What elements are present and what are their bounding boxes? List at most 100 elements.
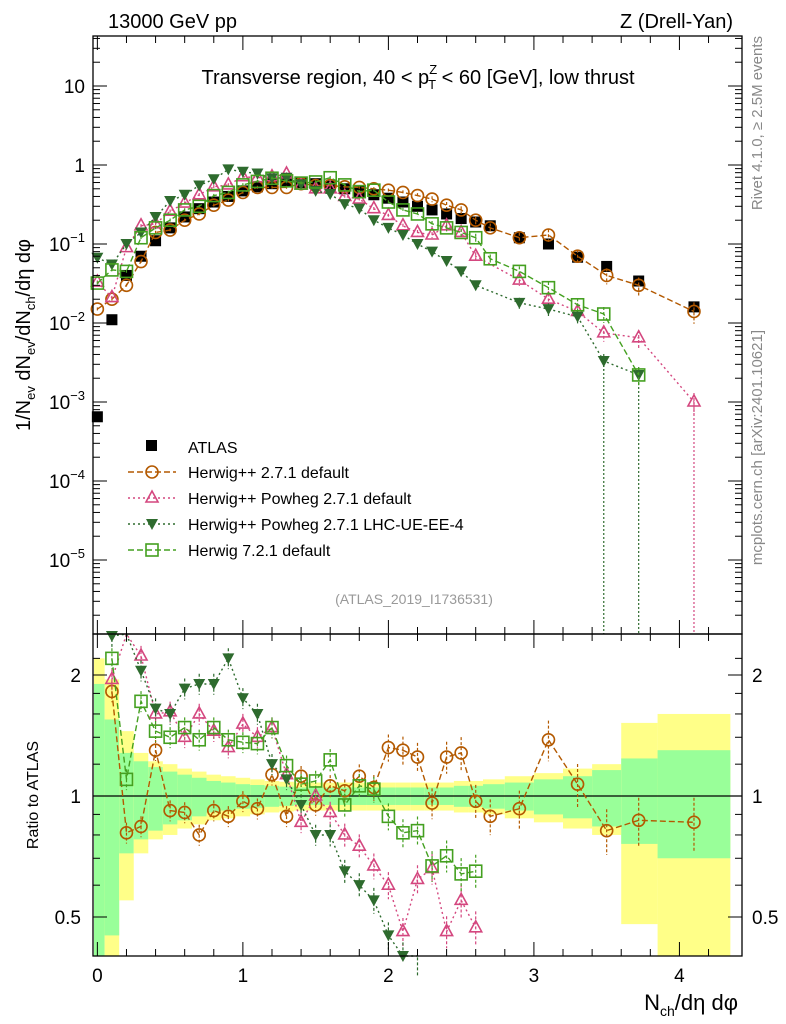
data-point-powheg-def <box>541 290 556 305</box>
data-point-powheg-def <box>206 178 222 192</box>
data-point-powheg-ue <box>265 759 278 771</box>
series-data <box>91 176 700 423</box>
data-point-herwig7 <box>323 170 337 185</box>
data-point-powheg-ue <box>353 203 366 215</box>
data-point-herwig-def <box>279 809 294 824</box>
series-line-herwig7 <box>96 176 640 376</box>
data-point-herwig-def <box>570 249 585 264</box>
plot-title-sup: Z <box>429 62 437 77</box>
data-point-herwig-def <box>410 188 425 203</box>
data-point-powheg-ue <box>251 168 264 180</box>
ratio-band-inner <box>533 779 564 815</box>
data-point-powheg-ue <box>382 222 395 234</box>
ratio-band-inner <box>206 780 222 813</box>
legend-label-herwig7: Herwig 7.2.1 default <box>188 543 331 560</box>
data-point-herwig7 <box>323 753 337 767</box>
data-point-herwig-def <box>323 779 337 793</box>
data-point-herwig-def <box>236 185 250 200</box>
data-point-herwig7 <box>367 183 381 197</box>
data-point-powheg-ue <box>164 708 177 720</box>
data-point-powheg-ue <box>193 678 206 690</box>
data-point-herwig-def <box>119 825 134 840</box>
data-point-powheg-def <box>322 803 338 818</box>
series-herwig7 <box>90 170 646 386</box>
data-point-atlas <box>688 301 700 313</box>
data-point-powheg-ue <box>236 693 249 705</box>
data-point-herwig-def <box>206 198 221 212</box>
main-ytick-label: 10−5 <box>49 546 85 572</box>
data-point-herwig-def <box>337 784 352 798</box>
data-point-powheg-ue <box>469 280 482 292</box>
plot-title: Transverse region, 40 < pZ T < 60 [GeV], … <box>201 62 634 92</box>
data-point-powheg-ue <box>135 227 148 239</box>
data-point-powheg-def <box>381 206 396 221</box>
data-point-herwig7 <box>206 188 221 203</box>
data-point-powheg-ue <box>222 653 235 665</box>
data-point-herwig7 <box>192 732 207 747</box>
ratio-band-inner <box>177 774 192 821</box>
data-point-herwig7 <box>541 280 556 295</box>
series-line-powheg_ue <box>97 168 639 376</box>
series-line-powheg_def <box>96 173 695 403</box>
data-point-atlas <box>150 235 162 247</box>
data-point-herwig-def <box>352 769 367 784</box>
data-point-herwig-def <box>468 794 483 809</box>
data-point-powheg-def <box>133 647 149 661</box>
data-point-atlas <box>412 200 423 212</box>
data-point-powheg-def <box>395 217 411 231</box>
data-point-herwig7 <box>381 809 396 824</box>
data-point-powheg-ue <box>207 174 220 186</box>
data-point-herwig-def <box>294 769 308 784</box>
data-point-powheg-ue <box>338 199 351 211</box>
data-point-powheg-ue <box>105 259 118 271</box>
data-point-herwig-def <box>425 192 439 206</box>
data-point-powheg-ue <box>411 239 424 250</box>
ratio-xtick-label: 4 <box>674 966 685 987</box>
data-point-powheg-def <box>293 813 309 828</box>
plot-title-sub: T <box>428 77 436 92</box>
data-point-herwig7 <box>396 203 410 217</box>
data-point-atlas <box>91 411 103 423</box>
data-point-herwig7 <box>192 199 207 214</box>
data-point-powheg-def <box>191 705 207 719</box>
ratio-ytick-label-right: 1 <box>752 787 763 808</box>
data-point-powheg-def <box>439 922 454 937</box>
data-point-herwig7 <box>468 230 483 245</box>
data-point-herwig7 <box>279 758 294 773</box>
main-ytick-label: 10−1 <box>49 230 85 256</box>
data-point-herwig-def <box>308 798 323 812</box>
analysis-tag: (ATLAS_2019_I1736531) <box>335 591 493 607</box>
data-point-herwig7 <box>308 175 323 189</box>
data-point-herwig-def <box>483 809 498 824</box>
ratio-xtick-label: 2 <box>383 966 394 987</box>
main-panel: 10 1 10−1 10−2 10−3 10−4 10−5 <box>49 35 743 635</box>
data-point-powheg-ue <box>353 880 366 892</box>
series-line-herwig7 <box>111 658 476 875</box>
data-point-powheg-ue <box>178 189 191 201</box>
data-point-powheg-def <box>337 826 353 840</box>
ratio-band-inner <box>592 770 622 827</box>
data-point-powheg-ue <box>324 188 337 200</box>
data-point-herwig7 <box>454 867 468 881</box>
legend: ATLAS Herwig++ 2.7.1 default Herwig++ Po… <box>128 440 464 560</box>
data-point-herwig7 <box>410 823 425 838</box>
data-point-herwig7 <box>177 720 192 735</box>
data-point-powheg-def <box>424 226 440 240</box>
data-point-atlas <box>542 238 554 250</box>
data-point-powheg-def <box>104 288 120 303</box>
series-powheg_ue <box>91 164 645 634</box>
data-point-powheg-ue <box>367 895 380 907</box>
data-point-herwig-def <box>454 203 468 217</box>
legend-label-herwig-def: Herwig++ 2.7.1 default <box>188 465 350 482</box>
data-point-herwig-def <box>90 302 105 316</box>
side-label-rivet: Rivet 4.1.0, ≥ 2.5M events <box>749 36 766 210</box>
data-point-herwig7 <box>381 195 396 209</box>
data-point-herwig-def <box>687 815 701 830</box>
data-point-powheg-def <box>631 329 647 343</box>
ratio-ylabel: Ratio to ATLAS <box>25 741 42 849</box>
data-point-atlas <box>426 204 438 216</box>
data-point-powheg-ue <box>324 829 337 841</box>
data-point-herwig7 <box>570 297 585 312</box>
data-point-herwig7 <box>425 217 439 231</box>
series-powheg_def <box>90 165 702 634</box>
